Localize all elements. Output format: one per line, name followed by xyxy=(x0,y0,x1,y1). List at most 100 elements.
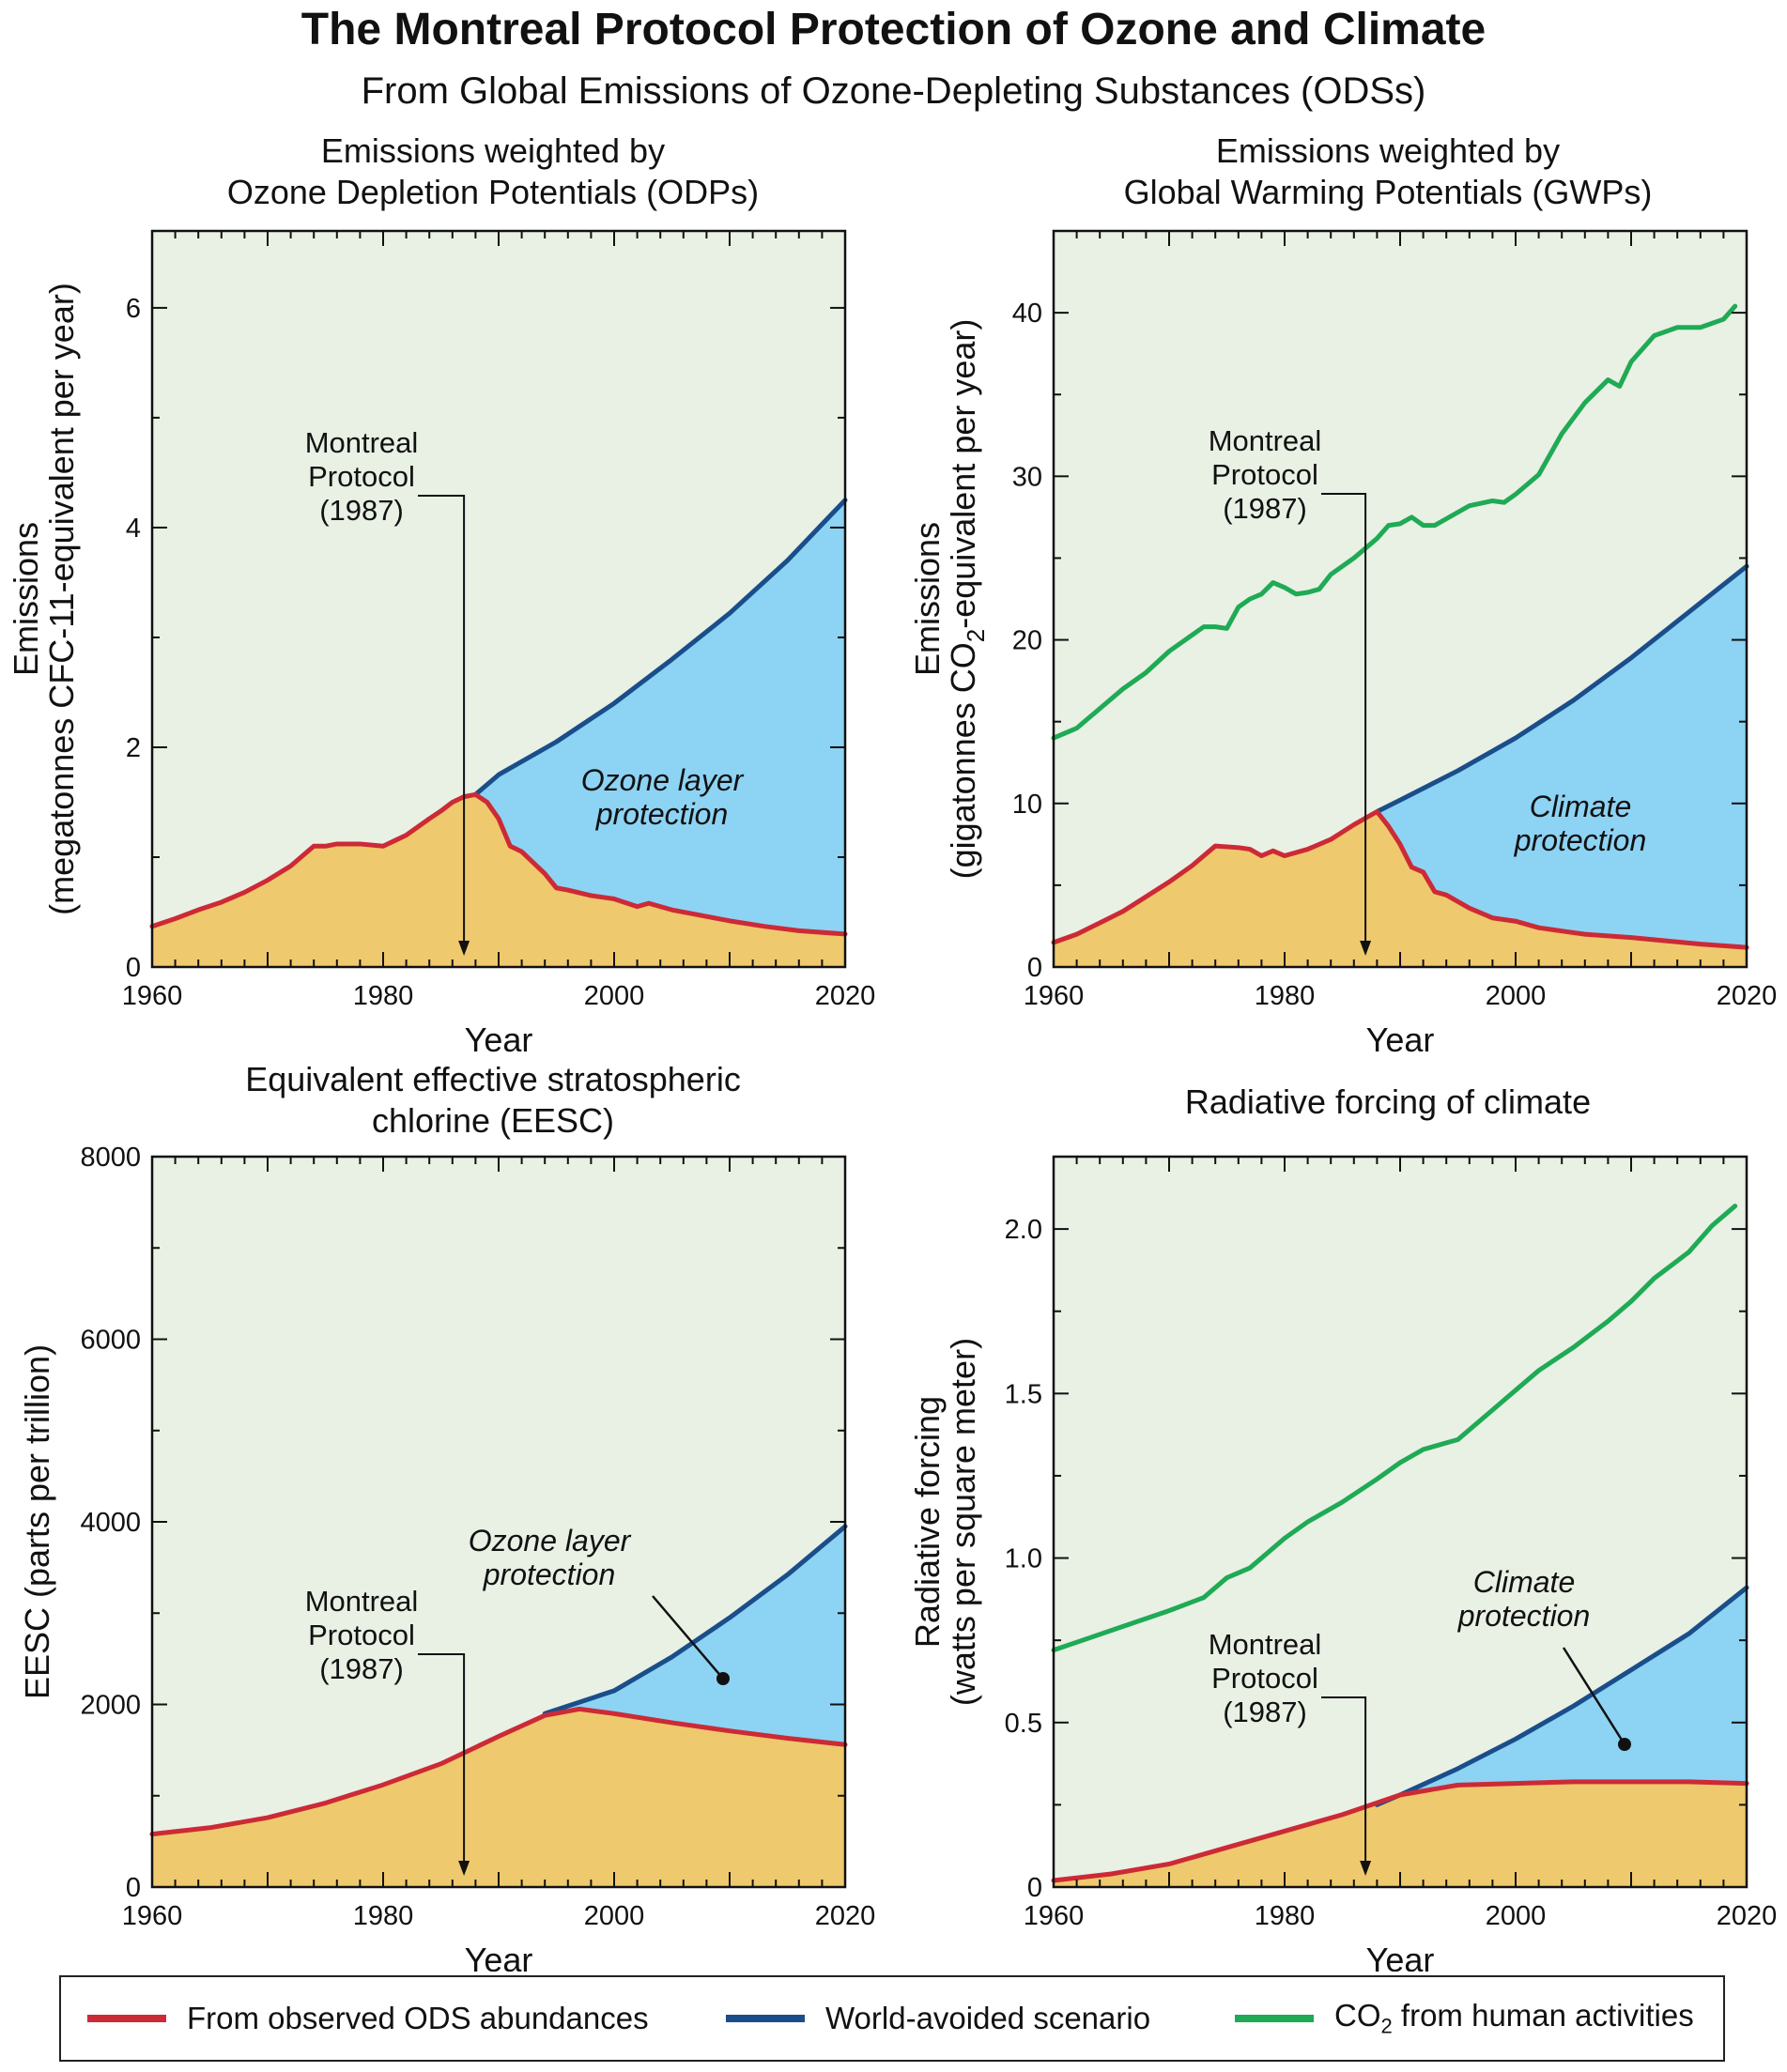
odp-protection-label: protection xyxy=(595,797,729,831)
rf-ytick-label: 2.0 xyxy=(1005,1215,1042,1245)
gwp-protection-label: protection xyxy=(1514,823,1647,857)
eesc-world-avoided-line xyxy=(542,1524,848,1716)
gwp-mp-annotation-line: (1987) xyxy=(1223,492,1307,525)
rf-protection-label: Climate xyxy=(1473,1565,1575,1599)
odp-ytick-label: 4 xyxy=(126,514,141,544)
rf-ytick-label: 1.5 xyxy=(1005,1379,1042,1409)
eesc-mp-annotation-line: Montreal xyxy=(305,1585,419,1618)
gwp-yaxis-title-line1: Emissions xyxy=(908,522,947,676)
odp-yaxis-title-line2: (megatonnes CFC-11-equivalent per year) xyxy=(42,283,81,915)
odp-ytick-label: 2 xyxy=(126,733,141,763)
odp-protection-area xyxy=(475,499,845,934)
eesc-chart: 1960 1980 2000 2020 0 2000 4000 6000 8000 Year EES… xyxy=(18,1143,875,1972)
gwp-mp-annotation-line: Montreal xyxy=(1209,424,1322,457)
odp-xtick-label: 1960 xyxy=(122,981,183,1011)
odp-mp-annotation-line: Montreal xyxy=(305,426,419,459)
odp-mp-pointer xyxy=(418,495,466,946)
rf-panel-title: Radiative forcing of climate xyxy=(998,1082,1778,1123)
odp-title-line2: Ozone Depletion Potentials (ODPs) xyxy=(226,173,760,211)
rf-protection-dot xyxy=(1618,1738,1631,1751)
odp-world-avoided-line xyxy=(472,498,848,797)
odp-xtick-label: 2020 xyxy=(815,981,876,1011)
gwp-co2-line xyxy=(1051,303,1738,741)
eesc-xtick-label: 1960 xyxy=(122,1901,183,1931)
odp-mp-annotation-line: (1987) xyxy=(319,494,404,527)
eesc-ytick-label: 0 xyxy=(126,1873,141,1903)
legend-swatch-co2 xyxy=(1235,2015,1314,2022)
rf-mp-annotation-line: (1987) xyxy=(1223,1696,1307,1728)
odp-yaxis-title-line1: Emissions xyxy=(7,522,45,676)
odp-chart: 1960 1980 2000 2020 0 2 4 6 Year Emissions(megato… xyxy=(7,229,876,1059)
eesc-mp-arrowhead xyxy=(458,1861,470,1876)
gwp-mp-annotation-line: Protocol xyxy=(1211,458,1318,491)
legend-swatch-world-avoided xyxy=(726,2015,805,2022)
legend-label-observed: From observed ODS abundances xyxy=(187,2001,649,2035)
legend-swatch-observed xyxy=(87,2015,166,2022)
odp-mp-annotation-line: Protocol xyxy=(308,460,415,493)
eesc-xaxis-title: Year xyxy=(465,1941,533,1972)
rf-observed-area xyxy=(1054,1781,1747,1887)
gwp-observed-area xyxy=(1054,811,1747,967)
gwp-yaxis-title-line2: (gigatonnes CO2-equivalent per year) xyxy=(944,319,990,880)
odp-ytick-label: 0 xyxy=(126,953,141,983)
eesc-panel-title: Equivalent effective stratospheric chlor… xyxy=(103,1059,883,1142)
odp-mp-arrowhead xyxy=(458,941,470,956)
charts-canvas: 1960 1980 2000 20200246YearEmissions(megato… xyxy=(7,229,1777,1972)
gwp-protection-label: Climate xyxy=(1530,790,1631,823)
gwp-chart: 1960 1980 2000 2020 0 10 20 30 40 Year Emissions(g… xyxy=(908,229,1777,1059)
rf-yaxis-title-line2: (watts per square meter) xyxy=(944,1338,982,1706)
rf-xtick-label: 2000 xyxy=(1486,1901,1547,1931)
legend-item-observed: From observed ODS abundances xyxy=(87,1977,649,2060)
rf-xaxis-title: Year xyxy=(1366,1941,1435,1972)
rf-co2-line xyxy=(1051,1204,1738,1653)
gwp-panel-title: Emissions weighted by Global Warming Pot… xyxy=(998,130,1778,213)
gwp-world-avoided-line xyxy=(1374,563,1749,814)
eesc-ytick-label: 8000 xyxy=(80,1143,141,1173)
eesc-protection-label: protection xyxy=(483,1558,616,1591)
rf-mp-pointer xyxy=(1321,1696,1367,1866)
legend-item-world-avoided: World-avoided scenario xyxy=(726,1977,1150,2060)
main-subtitle: From Global Emissions of Ozone-Depleting… xyxy=(361,70,1426,112)
rf-mp-annotation-line: Protocol xyxy=(1211,1662,1318,1695)
rf-world-avoided-line xyxy=(1374,1585,1749,1807)
odp-xaxis-title: Year xyxy=(465,1021,533,1059)
eesc-observed-area xyxy=(152,1709,845,1887)
odp-observed-area xyxy=(152,794,845,967)
odp-xtick-label: 1980 xyxy=(353,981,414,1011)
gwp-mp-arrowhead xyxy=(1360,941,1372,956)
rf-protection-area xyxy=(1377,1588,1747,1805)
gwp-protection-area xyxy=(1377,566,1747,948)
odp-ytick-label: 6 xyxy=(126,294,141,324)
rf-ytick-label: 0 xyxy=(1027,1873,1042,1903)
odp-xtick-label: 2000 xyxy=(584,981,645,1011)
gwp-observed-line xyxy=(1051,808,1749,950)
eesc-ytick-label: 6000 xyxy=(80,1326,141,1356)
eesc-protection-dot xyxy=(716,1672,730,1685)
eesc-mp-annotation-line: (1987) xyxy=(319,1652,404,1685)
odp-observed-line xyxy=(149,791,848,937)
gwp-mp-pointer xyxy=(1321,493,1367,946)
gwp-xaxis-title: Year xyxy=(1366,1021,1435,1059)
eesc-protection-label: Ozone layer xyxy=(469,1524,632,1558)
rf-title-line1: Radiative forcing of climate xyxy=(1184,1082,1592,1121)
eesc-title-line1: Equivalent effective stratospheric xyxy=(245,1060,741,1098)
rf-protection-label: protection xyxy=(1457,1599,1591,1633)
eesc-ytick-label: 4000 xyxy=(80,1508,141,1538)
eesc-xtick-label: 2000 xyxy=(584,1901,645,1931)
rf-ytick-label: 0.5 xyxy=(1005,1709,1042,1739)
gwp-xtick-label: 2000 xyxy=(1486,981,1547,1011)
eesc-mp-pointer xyxy=(418,1653,466,1866)
legend-label-co2: CO2 from human activities xyxy=(1334,1998,1694,2038)
legend: From observed ODS abundances World-avoid… xyxy=(59,1975,1725,2062)
rf-chart: 1960 1980 2000 2020 0 0.5 1.0 1.5 2.0 Year Radiati… xyxy=(908,1155,1777,1972)
main-title: The Montreal Protocol Protection of Ozon… xyxy=(300,5,1487,54)
eesc-xtick-label: 2020 xyxy=(815,1901,876,1931)
rf-protection-pointer xyxy=(1562,1647,1626,1745)
gwp-ytick-label: 0 xyxy=(1027,953,1042,983)
rf-mp-annotation-line: Montreal xyxy=(1209,1628,1322,1661)
eesc-yaxis-title: EESC (parts per trillion) xyxy=(18,1344,56,1699)
gwp-title-line2: Global Warming Potentials (GWPs) xyxy=(1123,173,1653,211)
gwp-ytick-label: 10 xyxy=(1012,790,1042,820)
gwp-xtick-label: 1980 xyxy=(1255,981,1316,1011)
odp-title-line1: Emissions weighted by xyxy=(320,131,666,170)
